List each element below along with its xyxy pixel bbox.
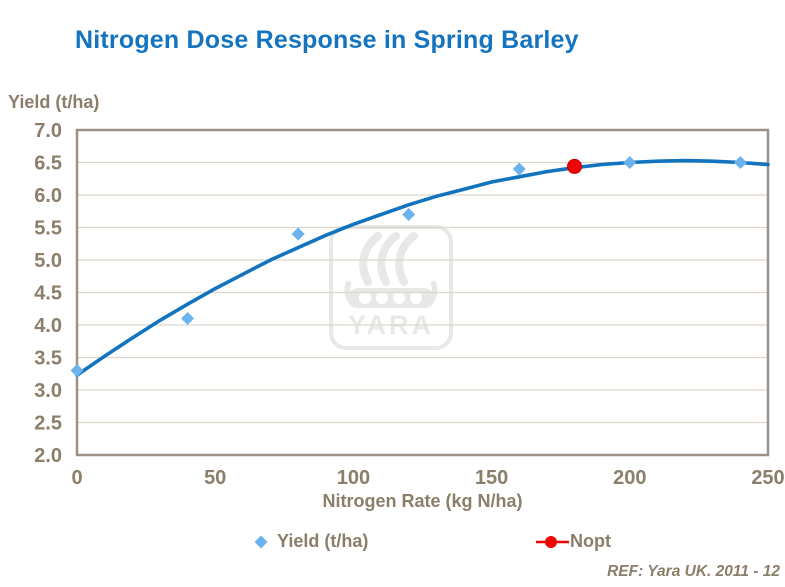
y-tick-label: 5.5 — [34, 218, 62, 240]
y-tick-label: 2.0 — [34, 445, 62, 467]
y-tick-label: 3.0 — [34, 380, 62, 402]
ship-hull-icon — [344, 280, 438, 308]
x-tick-label: 200 — [613, 467, 646, 489]
plot-border — [75, 128, 770, 457]
y-tick-label: 6.5 — [34, 153, 62, 175]
yield-point — [181, 312, 195, 325]
x-tick-label: 50 — [204, 467, 226, 489]
nopt-point — [567, 158, 583, 174]
legend-yield-label: Yield (t/ha) — [277, 531, 369, 551]
y-tick-label: 4.0 — [34, 315, 62, 337]
y-tick-label: 6.0 — [34, 185, 62, 207]
y-axis-tick-labels: 2.0 2.5 3.0 3.5 4.0 4.5 5.0 5.5 6.0 6.5 7.0 — [34, 120, 62, 467]
x-tick-label: 250 — [751, 467, 784, 489]
ship-sails-icon — [359, 232, 418, 286]
yield-point — [291, 227, 305, 241]
nopt-marker-icon — [536, 535, 569, 548]
chart-legend: Yield (t/ha) Nopt — [0, 531, 785, 555]
x-axis-tick-labels: 0 50 100 150 200 250 — [71, 467, 784, 489]
yield-point — [70, 364, 84, 377]
yield-fit-curve — [75, 158, 770, 377]
yield-data-points — [70, 156, 747, 377]
gridlines — [77, 161, 768, 424]
yield-point — [402, 208, 416, 221]
y-axis-title: Yield (t/ha) — [8, 92, 100, 112]
x-tick-label: 150 — [475, 467, 508, 489]
legend-nopt-label: Nopt — [570, 531, 611, 551]
yield-diamond-icon — [254, 535, 268, 548]
legend-item-yield: Yield (t/ha) — [254, 531, 368, 552]
x-tick-label: 100 — [337, 467, 370, 489]
nopt-point-group — [567, 158, 583, 174]
x-tick-label: 0 — [71, 467, 82, 489]
yield-point — [623, 156, 637, 169]
yield-point — [733, 156, 747, 169]
legend-item-nopt: Nopt — [536, 531, 611, 552]
y-tick-label: 2.5 — [34, 413, 62, 435]
yara-watermark-logo: YARA — [329, 225, 453, 350]
y-tick-label: 5.0 — [34, 250, 62, 272]
y-tick-label: 4.5 — [34, 283, 62, 305]
y-tick-label: 3.5 — [34, 348, 62, 370]
yield-point — [512, 162, 526, 176]
reference-note: REF: Yara UK. 2011 - 12 — [607, 563, 780, 580]
x-axis-title: Nitrogen Rate (kg N/ha) — [322, 491, 523, 511]
page-title: Nitrogen Dose Response in Spring Barley — [75, 26, 579, 54]
y-tick-label: 7.0 — [34, 120, 62, 142]
